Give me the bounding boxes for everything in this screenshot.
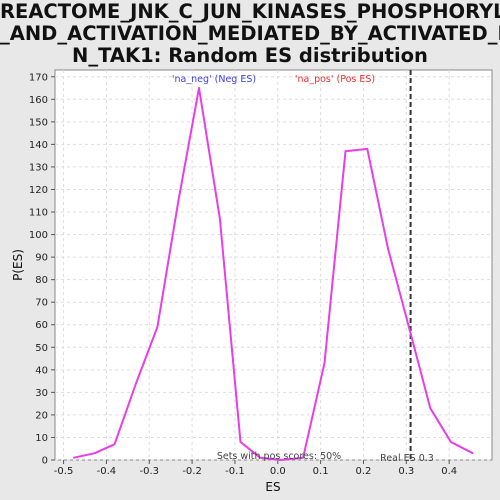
pos-es-label: 'na_pos' (Pos ES) xyxy=(295,74,375,85)
x-axis-label: ES xyxy=(265,480,280,494)
data-point xyxy=(156,326,159,328)
data-point xyxy=(198,87,200,89)
y-tick-label: 90 xyxy=(35,253,48,264)
y-tick-label: 70 xyxy=(35,298,48,309)
x-tick-label: -0.1 xyxy=(225,466,245,477)
x-tick-label: 0.3 xyxy=(398,466,414,477)
y-tick-label: 100 xyxy=(29,230,48,241)
title-line-3: N_TAK1: Random ES distribution xyxy=(72,44,428,67)
data-point xyxy=(113,443,116,446)
data-point xyxy=(239,441,242,443)
y-tick-label: 80 xyxy=(35,275,48,286)
data-marks xyxy=(72,70,474,461)
data-point xyxy=(323,362,326,364)
y-tick-label: 10 xyxy=(35,433,48,444)
y-tick-label: 160 xyxy=(29,95,48,106)
y-tick-label: 140 xyxy=(29,140,48,151)
data-point xyxy=(135,382,137,385)
y-tick-label: 150 xyxy=(29,117,48,128)
x-tick-label: -0.3 xyxy=(139,466,159,477)
neg-es-label: 'na_neg' (Neg ES) xyxy=(172,74,256,85)
data-point xyxy=(429,407,432,410)
title-line-1: REACTOME_JNK_C_JUN_KINASES_PHOSPHORYLATI… xyxy=(0,1,500,23)
data-point xyxy=(366,148,369,150)
x-tick-label: 0.0 xyxy=(270,466,286,477)
data-point xyxy=(449,441,452,443)
y-tick-label: 30 xyxy=(35,388,48,399)
data-point xyxy=(280,459,283,461)
data-point xyxy=(386,247,389,249)
x-tick-label: 0.4 xyxy=(441,466,457,477)
y-tick-label: 170 xyxy=(29,72,48,83)
title-line-2: _AND_ACTIVATION_MEDIATED_BY_ACTIVATED_HU… xyxy=(0,22,500,45)
y-tick-label: 60 xyxy=(35,320,48,331)
y-tick-label: 130 xyxy=(29,162,48,173)
es-series-line xyxy=(73,87,474,461)
y-tick-label: 110 xyxy=(29,208,48,219)
data-point xyxy=(407,326,410,328)
data-point xyxy=(219,217,221,220)
x-tick-label: -0.4 xyxy=(97,466,117,477)
data-point xyxy=(72,456,75,459)
data-point xyxy=(93,452,96,455)
y-tick-label: 40 xyxy=(35,365,48,376)
chart-title: REACTOME_JNK_C_JUN_KINASES_PHOSPHORYLATI… xyxy=(0,1,500,67)
x-tick-label: 0.1 xyxy=(313,466,329,477)
data-point xyxy=(471,452,474,455)
axes: 0 10 20 30 40 50 60 70 80 90 100 110 120 130 140 150 160… xyxy=(29,72,457,477)
plot-area xyxy=(54,69,493,461)
y-tick-label: 20 xyxy=(35,410,48,421)
x-tick-label: -0.5 xyxy=(54,466,74,477)
data-point xyxy=(302,456,304,459)
real-es-label: Real ES 0.3 xyxy=(380,453,434,464)
data-point xyxy=(259,456,262,459)
y-tick-label: 120 xyxy=(29,185,48,196)
data-point xyxy=(344,150,347,153)
data-point xyxy=(177,199,180,202)
pos-scores-note: Sets with pos scores: 50% xyxy=(217,451,341,462)
y-tick-label: 0 xyxy=(42,456,48,467)
x-tick-label: -0.2 xyxy=(182,466,202,477)
y-tick-label: 50 xyxy=(35,343,48,354)
y-axis-label: P(ES) xyxy=(11,249,25,281)
grid xyxy=(55,70,492,461)
x-tick-label: 0.2 xyxy=(356,466,372,477)
